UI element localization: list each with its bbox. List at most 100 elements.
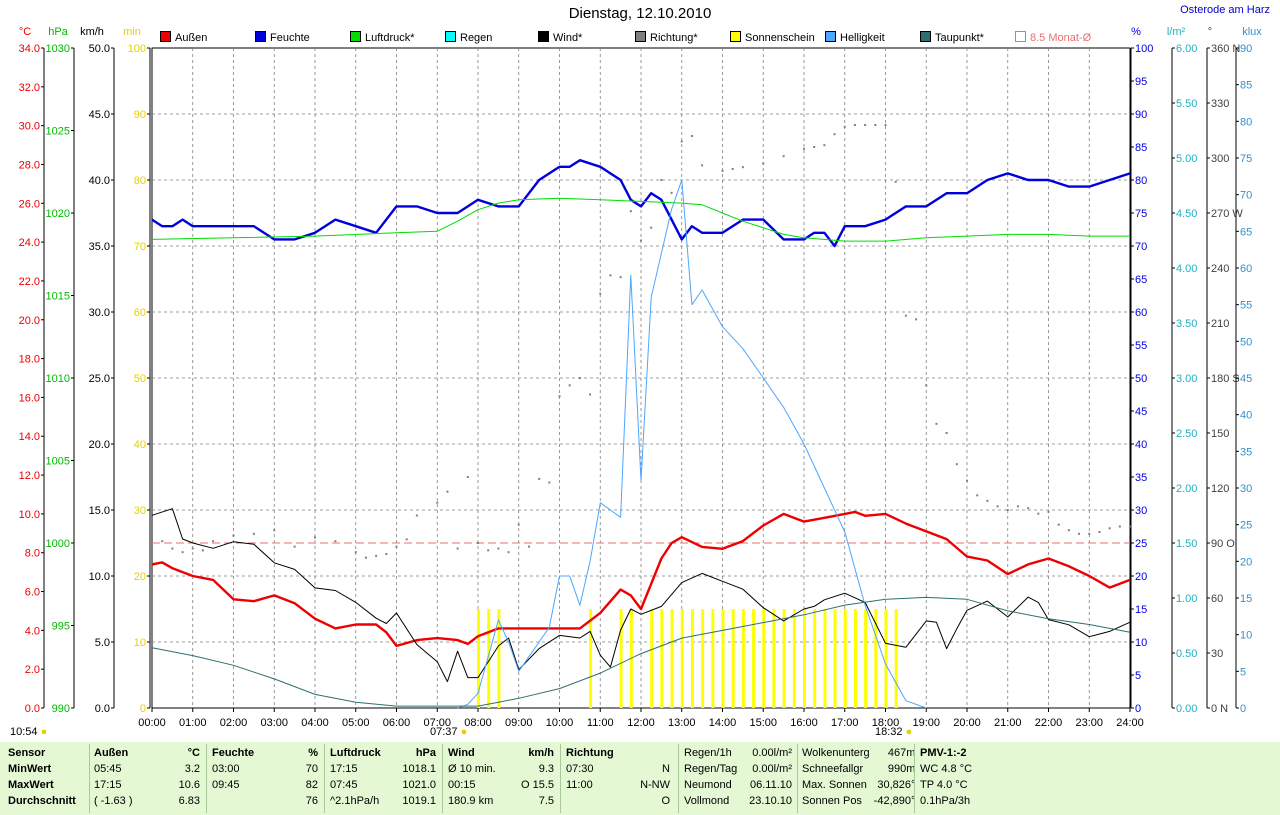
- direction-point: [191, 547, 194, 550]
- separator: [442, 744, 443, 813]
- stats-value: 0.00l/m²: [752, 763, 792, 775]
- axis-tick-label: 10: [134, 637, 146, 649]
- x-tick-label: 06:00: [383, 717, 411, 729]
- direction-point: [589, 393, 592, 396]
- axis-tick-label: 20.0: [89, 439, 110, 451]
- separator: [797, 744, 798, 813]
- helligkeit-series-line: [457, 179, 927, 709]
- direction-point: [640, 239, 642, 242]
- axis-tick-label: 95: [1135, 76, 1147, 88]
- direction-point: [1078, 532, 1081, 535]
- stats-head: Luftdruck: [330, 747, 381, 759]
- direction-point: [456, 547, 459, 550]
- separator: [324, 744, 325, 813]
- axis-tick-label: 2.00: [1176, 483, 1197, 495]
- axis-tick-label: 70: [134, 241, 146, 253]
- axis-tick-label: 45: [1240, 373, 1252, 385]
- axis-tick-label: 3.50: [1176, 318, 1197, 330]
- sunshine-bar: [833, 609, 837, 708]
- legend-label: Außen: [175, 32, 208, 44]
- direction-point: [1047, 510, 1050, 513]
- axis-tick-label: 85: [1240, 80, 1252, 92]
- feuchte-series-line: [151, 158, 1131, 248]
- direction-point: [884, 124, 887, 126]
- stats-unit: hPa: [415, 747, 436, 759]
- x-tick-label: 13:00: [668, 717, 696, 729]
- stats-value: O: [661, 795, 670, 807]
- sunshine-bar: [884, 609, 888, 708]
- axis-tick-label: 90: [1135, 109, 1147, 121]
- axis-unit-label: km/h: [80, 26, 104, 38]
- sunshine-bar: [690, 609, 694, 708]
- legend-swatch: [920, 31, 931, 42]
- legend-item: Außen: [160, 30, 207, 46]
- sunshine-bar: [497, 609, 501, 708]
- stats-time: 07:30: [566, 763, 594, 775]
- axis-tick-label: 45.0: [89, 109, 110, 121]
- axis-tick-label: 20: [1240, 556, 1252, 568]
- legend-item: Richtung*: [635, 30, 698, 46]
- stats-value: 76: [305, 795, 318, 807]
- axis-tick-label: 120: [1211, 483, 1229, 495]
- stats-time: 09:45: [212, 779, 240, 791]
- direction-point: [803, 147, 805, 150]
- direction-point: [1088, 532, 1091, 535]
- direction-point: [273, 529, 276, 532]
- direction-point: [395, 545, 398, 548]
- stats-key: Vollmond: [684, 795, 730, 807]
- x-tick-label: 11:00: [587, 717, 614, 729]
- direction-point: [925, 384, 928, 387]
- x-tick-label: 07:00: [423, 717, 451, 729]
- x-tick-label: 23:00: [1075, 717, 1103, 729]
- stats-richtung: Richtung 07:30 N 11:00 N-NW O: [564, 745, 672, 809]
- direction-point: [945, 432, 948, 434]
- direction-point: [568, 384, 571, 387]
- axis-tick-label: 0 N: [1211, 703, 1228, 715]
- stats-key: Neumond: [684, 779, 732, 791]
- axis-tick-label: 80: [134, 175, 146, 187]
- direction-point: [650, 226, 653, 229]
- stats-head: Außen: [94, 747, 129, 759]
- axis-tick-label: 15.0: [89, 505, 110, 517]
- legend-item: Helligkeit: [825, 30, 885, 46]
- x-tick-label: 00:00: [138, 717, 166, 729]
- sunset-time: 18:32 ●: [875, 726, 913, 738]
- sunshine-bar: [894, 609, 898, 708]
- legend-swatch: [445, 31, 456, 42]
- sunshine-bar: [853, 609, 857, 708]
- axis-tick-label: 35: [1240, 446, 1252, 458]
- direction-point: [721, 169, 724, 172]
- axis-tick-label: 1005: [46, 456, 70, 468]
- direction-point: [629, 210, 632, 213]
- direction-point: [151, 532, 153, 535]
- axis-tick-label: 65: [1135, 274, 1147, 286]
- axis-tick-label: 8.0: [25, 548, 40, 560]
- direction-point: [578, 377, 581, 379]
- sunshine-bar: [803, 609, 806, 708]
- stats-value: 7.5: [538, 795, 554, 807]
- separator: [914, 744, 915, 813]
- axis-tick-label: 0: [140, 703, 146, 715]
- sunshine-bar: [782, 609, 786, 708]
- axis-tick-label: 20: [1135, 571, 1147, 583]
- legend-item: 8.5 Monat-Ø: [1015, 30, 1091, 46]
- legend-label: Wind*: [553, 32, 583, 44]
- axis-unit-label: klux: [1242, 26, 1262, 38]
- direction-point: [762, 162, 765, 165]
- sunshine-bar: [660, 609, 664, 708]
- axis-tick-label: 0: [1135, 703, 1141, 715]
- legend-label: 8.5 Monat-Ø: [1030, 32, 1092, 44]
- axis-tick-label: 90 O: [1211, 538, 1235, 550]
- axis-unit-label: %: [1131, 26, 1141, 38]
- axis-tick-label: 210: [1211, 318, 1229, 330]
- direction-point: [517, 523, 520, 526]
- stats-value: 1018.1: [402, 763, 436, 775]
- legend-item: Wind*: [538, 30, 582, 46]
- x-tick-label: 15:00: [749, 717, 777, 729]
- axis-tick-label: 25.0: [89, 373, 110, 385]
- axis-tick-label: 100: [1135, 43, 1153, 55]
- axis-tick-label: 0.0: [95, 703, 110, 715]
- stats-luftdruck: Luftdruck hPa 17:15 1018.1 07:45 1021.0 ^2.…: [328, 745, 438, 809]
- direction-point: [935, 422, 938, 425]
- location-label: Osterode am Harz: [1180, 4, 1270, 16]
